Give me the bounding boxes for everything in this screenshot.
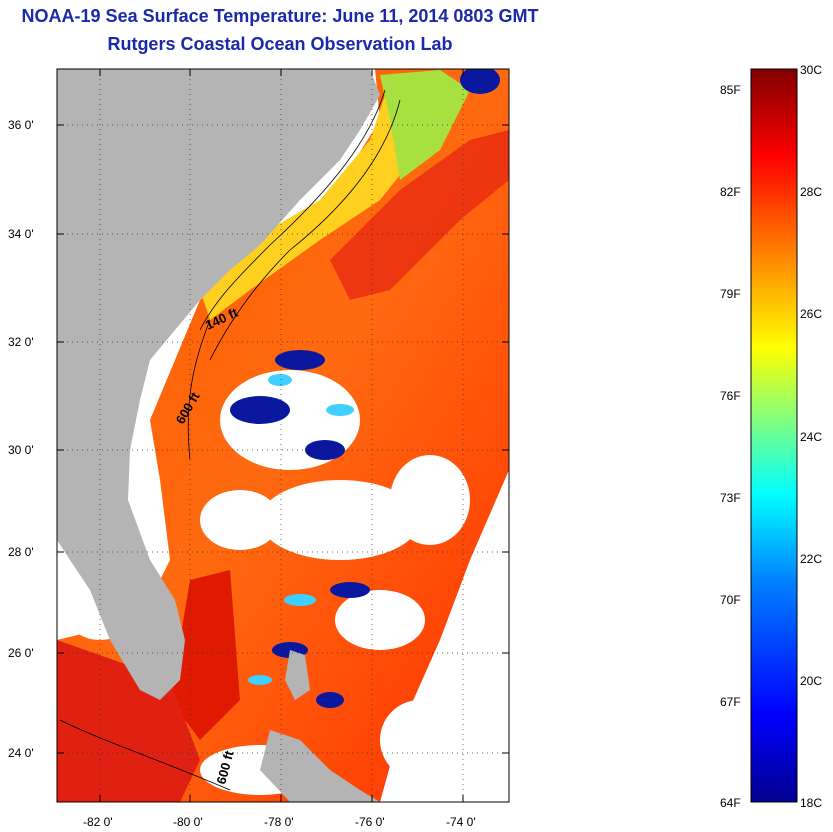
lat-label-32: 32 0' [8, 335, 34, 349]
lon-label-80: -80 0' [173, 815, 203, 829]
colorbar-f-label-85: 85F [720, 83, 741, 97]
colorbar-f-label-79: 79F [720, 287, 741, 301]
shelf-water-yellow [200, 75, 420, 320]
colorbar-c-label-28: 28C [800, 185, 823, 199]
colorbar-f-label-73: 73F [720, 491, 741, 505]
lon-label-74: -74 0' [446, 815, 476, 829]
gulf-stream-core [330, 130, 509, 300]
lon-label-82: -82 0' [83, 815, 113, 829]
colorbar-f-label-64: 64F [720, 796, 741, 810]
colorbar-c-label-24: 24C [800, 430, 823, 444]
lon-label-76: -76 0' [355, 815, 385, 829]
cold-pixels [230, 69, 500, 708]
florida-current [170, 570, 240, 740]
andros-island [285, 650, 310, 700]
lat-label-30: 30 0' [8, 443, 34, 457]
colorbar-c-label-18: 18C [800, 796, 823, 810]
axis-ticks [57, 69, 509, 802]
bathymetry-contours [59, 89, 401, 791]
land-mass [57, 69, 380, 700]
colorbar-f-label-67: 67F [720, 695, 741, 709]
colorbar-f-label-70: 70F [720, 593, 741, 607]
colorbar [750, 68, 798, 803]
colorbar-c-label-22: 22C [800, 552, 823, 566]
colorbar-c-label-26: 26C [800, 307, 823, 321]
cool-pixels [248, 374, 354, 685]
lat-label-26: 26 0' [8, 646, 34, 660]
lat-label-36: 36 0' [8, 118, 34, 132]
map-title: NOAA-19 Sea Surface Temperature: June 11… [21, 6, 539, 26]
shelf-water-green [380, 70, 470, 180]
lon-label-78: -78 0' [264, 815, 294, 829]
cuba-land [260, 730, 380, 802]
map-area [57, 69, 509, 802]
lat-label-24: 24 0' [8, 746, 34, 760]
lat-label-28: 28 0' [8, 545, 34, 559]
map-subtitle: Rutgers Coastal Ocean Observation Lab [107, 34, 453, 54]
colorbar-f-label-76: 76F [720, 389, 741, 403]
lat-label-34: 34 0' [8, 227, 34, 241]
colorbar-c-label-30: 30C [800, 63, 823, 77]
colorbar-f-label-82: 82F [720, 185, 741, 199]
colorbar-c-label-20: 20C [800, 674, 823, 688]
map-frame [56, 68, 510, 803]
graticule [57, 69, 509, 802]
